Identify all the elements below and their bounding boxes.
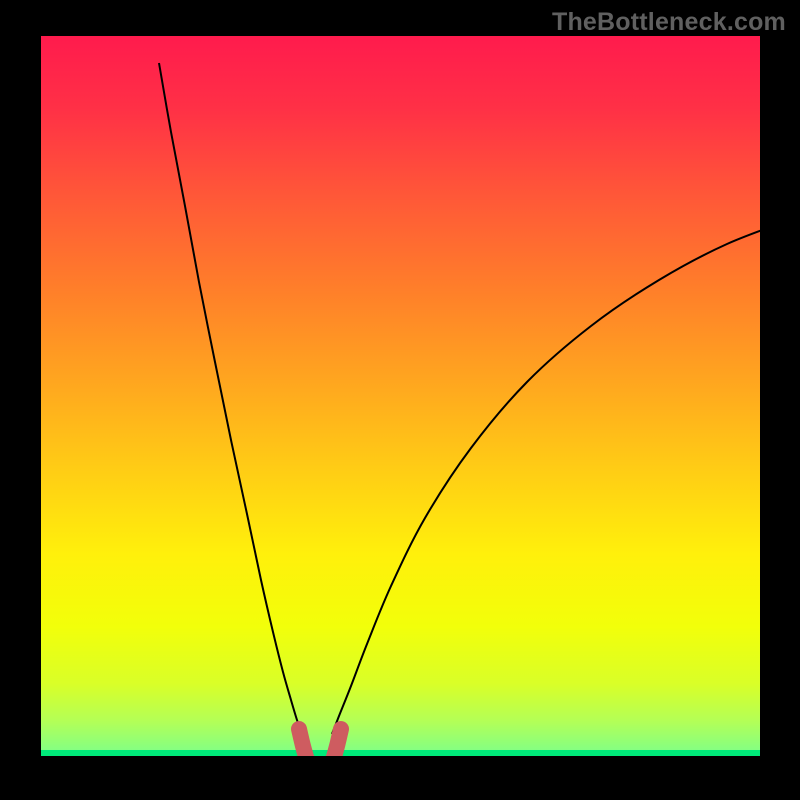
curve-overlay [41,36,760,756]
chart-outer: TheBottleneck.com [0,0,800,800]
curve-right-branch [332,216,760,734]
curve-left-branch [159,63,302,734]
watermark-text: TheBottleneck.com [552,8,786,37]
trough-u-marker [299,729,341,756]
plot-region [41,36,760,756]
